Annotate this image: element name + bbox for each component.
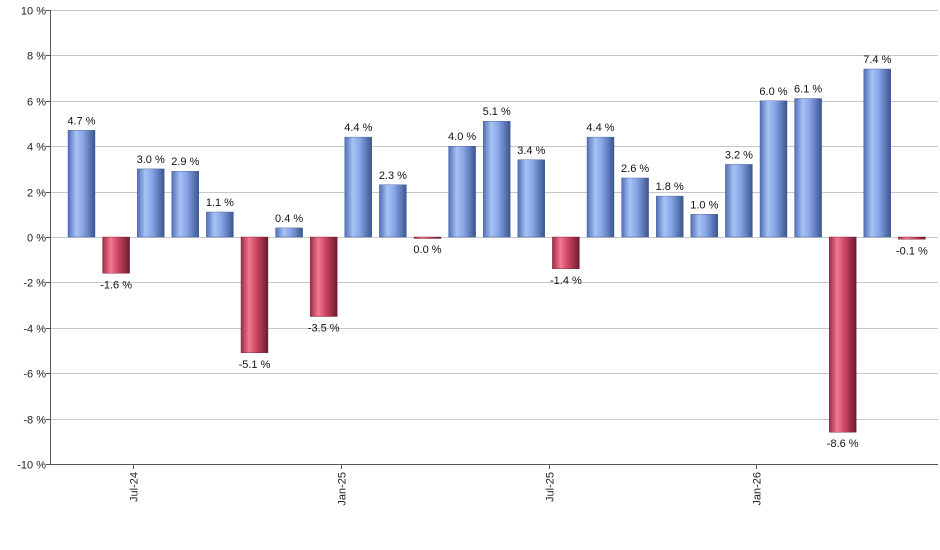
y-tick-label: 2 % bbox=[27, 188, 46, 200]
bar bbox=[310, 236, 338, 317]
data-label: -1.4 % bbox=[550, 275, 582, 287]
bar bbox=[67, 130, 96, 238]
y-tick-label: 4 % bbox=[27, 142, 46, 154]
data-label: -5.1 % bbox=[239, 359, 271, 371]
bar bbox=[379, 184, 407, 238]
bar bbox=[759, 100, 788, 238]
bar bbox=[171, 170, 200, 238]
bar bbox=[136, 168, 165, 238]
gridlines bbox=[50, 10, 938, 465]
data-label: -8.6 % bbox=[827, 438, 859, 450]
y-tick-label: -6 % bbox=[23, 369, 46, 381]
y-tick-label: -2 % bbox=[23, 278, 46, 290]
bar bbox=[102, 236, 130, 274]
bar bbox=[586, 136, 615, 238]
bar bbox=[344, 136, 372, 238]
y-tick-label: 8 % bbox=[27, 51, 46, 63]
x-tick-label: Jan-25 bbox=[337, 472, 349, 506]
data-label: 6.0 % bbox=[759, 86, 787, 98]
bar bbox=[621, 177, 649, 238]
bar bbox=[413, 236, 442, 239]
bar bbox=[240, 236, 269, 354]
bars bbox=[67, 68, 926, 433]
data-label: -0.1 % bbox=[896, 245, 928, 257]
data-label: 1.0 % bbox=[690, 199, 718, 211]
bar bbox=[275, 227, 303, 238]
bar bbox=[206, 211, 234, 238]
bar bbox=[517, 159, 545, 238]
data-label: 4.4 % bbox=[586, 122, 614, 134]
data-label: 6.1 % bbox=[794, 84, 822, 96]
data-label: 1.1 % bbox=[206, 197, 234, 209]
data-label: 2.3 % bbox=[379, 170, 407, 182]
y-tick-label: -10 % bbox=[17, 460, 46, 472]
bar bbox=[794, 98, 822, 238]
bar bbox=[690, 214, 718, 238]
x-tick-label: Jul-25 bbox=[545, 472, 557, 502]
data-label: 4.7 % bbox=[67, 115, 95, 127]
bar bbox=[656, 195, 684, 238]
data-label: 3.0 % bbox=[137, 154, 165, 166]
data-labels: 4.7 % -1.6 % 3.0 % 2.9 % 1.1 % -5.1 % 0.4 % -3.… bbox=[67, 54, 928, 450]
y-tick-label: 10 % bbox=[21, 6, 46, 18]
data-label: 5.1 % bbox=[483, 106, 511, 118]
x-tick-label: Jan-26 bbox=[752, 472, 764, 506]
axes bbox=[50, 10, 938, 465]
bar bbox=[863, 68, 891, 238]
data-label: -3.5 % bbox=[308, 323, 340, 335]
data-label: -1.6 % bbox=[100, 279, 132, 291]
data-label: 7.4 % bbox=[863, 54, 891, 66]
data-label: 0.0 % bbox=[413, 244, 441, 256]
data-label: 3.4 % bbox=[517, 145, 545, 157]
x-axis-ticks: Jul-24 Jan-25 Jul-25 Jan-26 bbox=[129, 464, 764, 506]
data-label: 3.2 % bbox=[725, 149, 753, 161]
y-axis-ticks: 10 % 8 % 6 % 4 % 2 % 0 % -2 % -4 % -6 % -8 % -10 % bbox=[17, 6, 50, 472]
y-tick-label: 0 % bbox=[27, 233, 46, 245]
bar bbox=[898, 236, 926, 240]
bar bbox=[448, 145, 476, 238]
y-tick-label: -4 % bbox=[23, 324, 46, 336]
data-label: 0.4 % bbox=[275, 213, 303, 225]
bar bbox=[483, 120, 511, 238]
data-label: 2.6 % bbox=[621, 163, 649, 175]
bar bbox=[725, 164, 753, 238]
data-label: 4.0 % bbox=[448, 131, 476, 143]
bar bbox=[829, 236, 857, 433]
data-label: 2.9 % bbox=[171, 156, 199, 168]
y-tick-label: -8 % bbox=[23, 415, 46, 427]
data-label: 1.8 % bbox=[656, 181, 684, 193]
x-tick-label: Jul-24 bbox=[129, 472, 141, 502]
bar bbox=[552, 236, 580, 269]
y-tick-label: 6 % bbox=[27, 97, 46, 109]
data-label: 4.4 % bbox=[344, 122, 372, 134]
